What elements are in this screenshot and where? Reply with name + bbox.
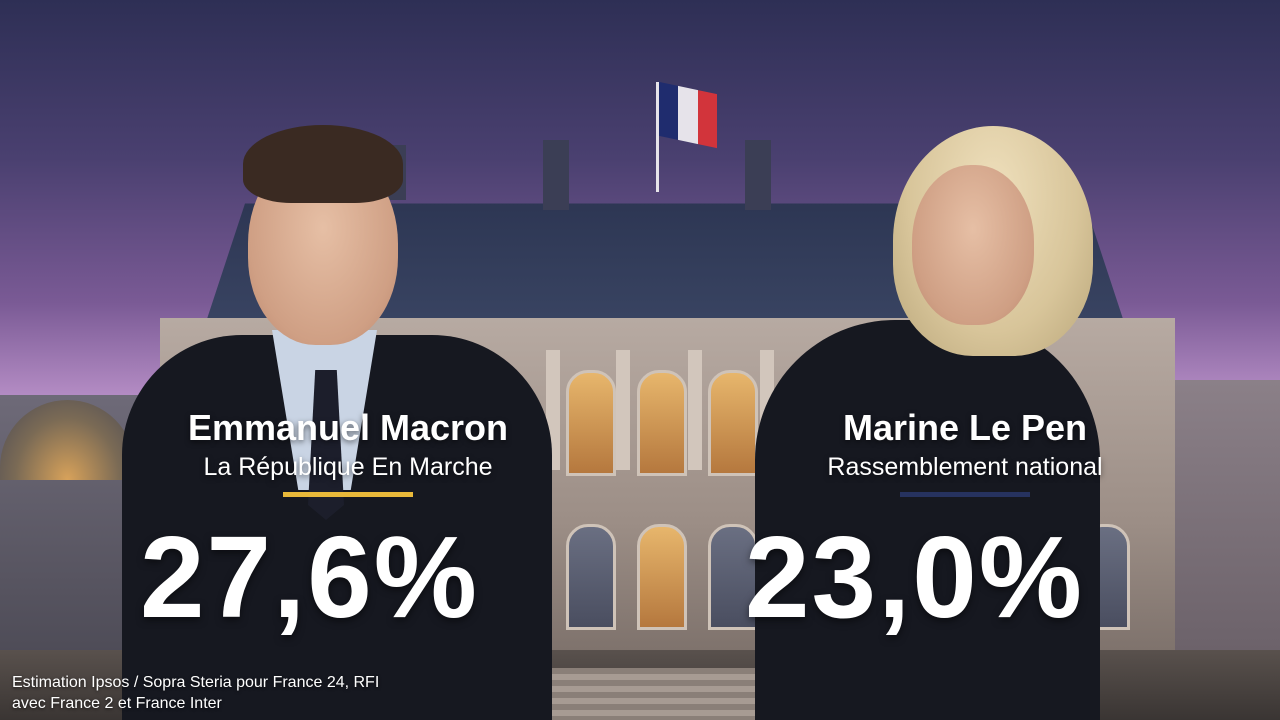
candidate-label-macron: Emmanuel Macron La République En Marche [146, 407, 550, 497]
palace-window [708, 370, 758, 476]
source-line: Estimation Ipsos / Sopra Steria pour Fra… [12, 674, 380, 691]
palace-window [566, 524, 616, 630]
source-line: avec France 2 et France Inter [12, 695, 222, 712]
palace-window [566, 370, 616, 476]
poll-source-note: Estimation Ipsos / Sopra Steria pour Fra… [12, 672, 379, 714]
candidate-label-le-pen: Marine Le Pen Rassemblement national [760, 407, 1170, 497]
flagpole [656, 82, 659, 192]
palace-window [637, 370, 687, 476]
palace-window [637, 524, 687, 630]
candidate-name: Marine Le Pen [842, 407, 1088, 448]
candidate-score-le-pen: 23,0% [745, 512, 1084, 642]
column [616, 350, 630, 470]
candidate-score-macron: 27,6% [140, 512, 479, 642]
candidate-party: Rassemblement national [827, 453, 1103, 481]
chimney [543, 140, 569, 210]
right-wing-building [1160, 380, 1280, 670]
face [912, 165, 1034, 325]
party-accent-bar [283, 492, 413, 497]
candidate-party: La République En Marche [203, 453, 493, 481]
hair [243, 125, 403, 203]
chimney [745, 140, 771, 210]
candidate-name: Emmanuel Macron [187, 407, 509, 448]
suit [755, 320, 1100, 720]
party-accent-bar [900, 492, 1030, 497]
column [688, 350, 702, 470]
